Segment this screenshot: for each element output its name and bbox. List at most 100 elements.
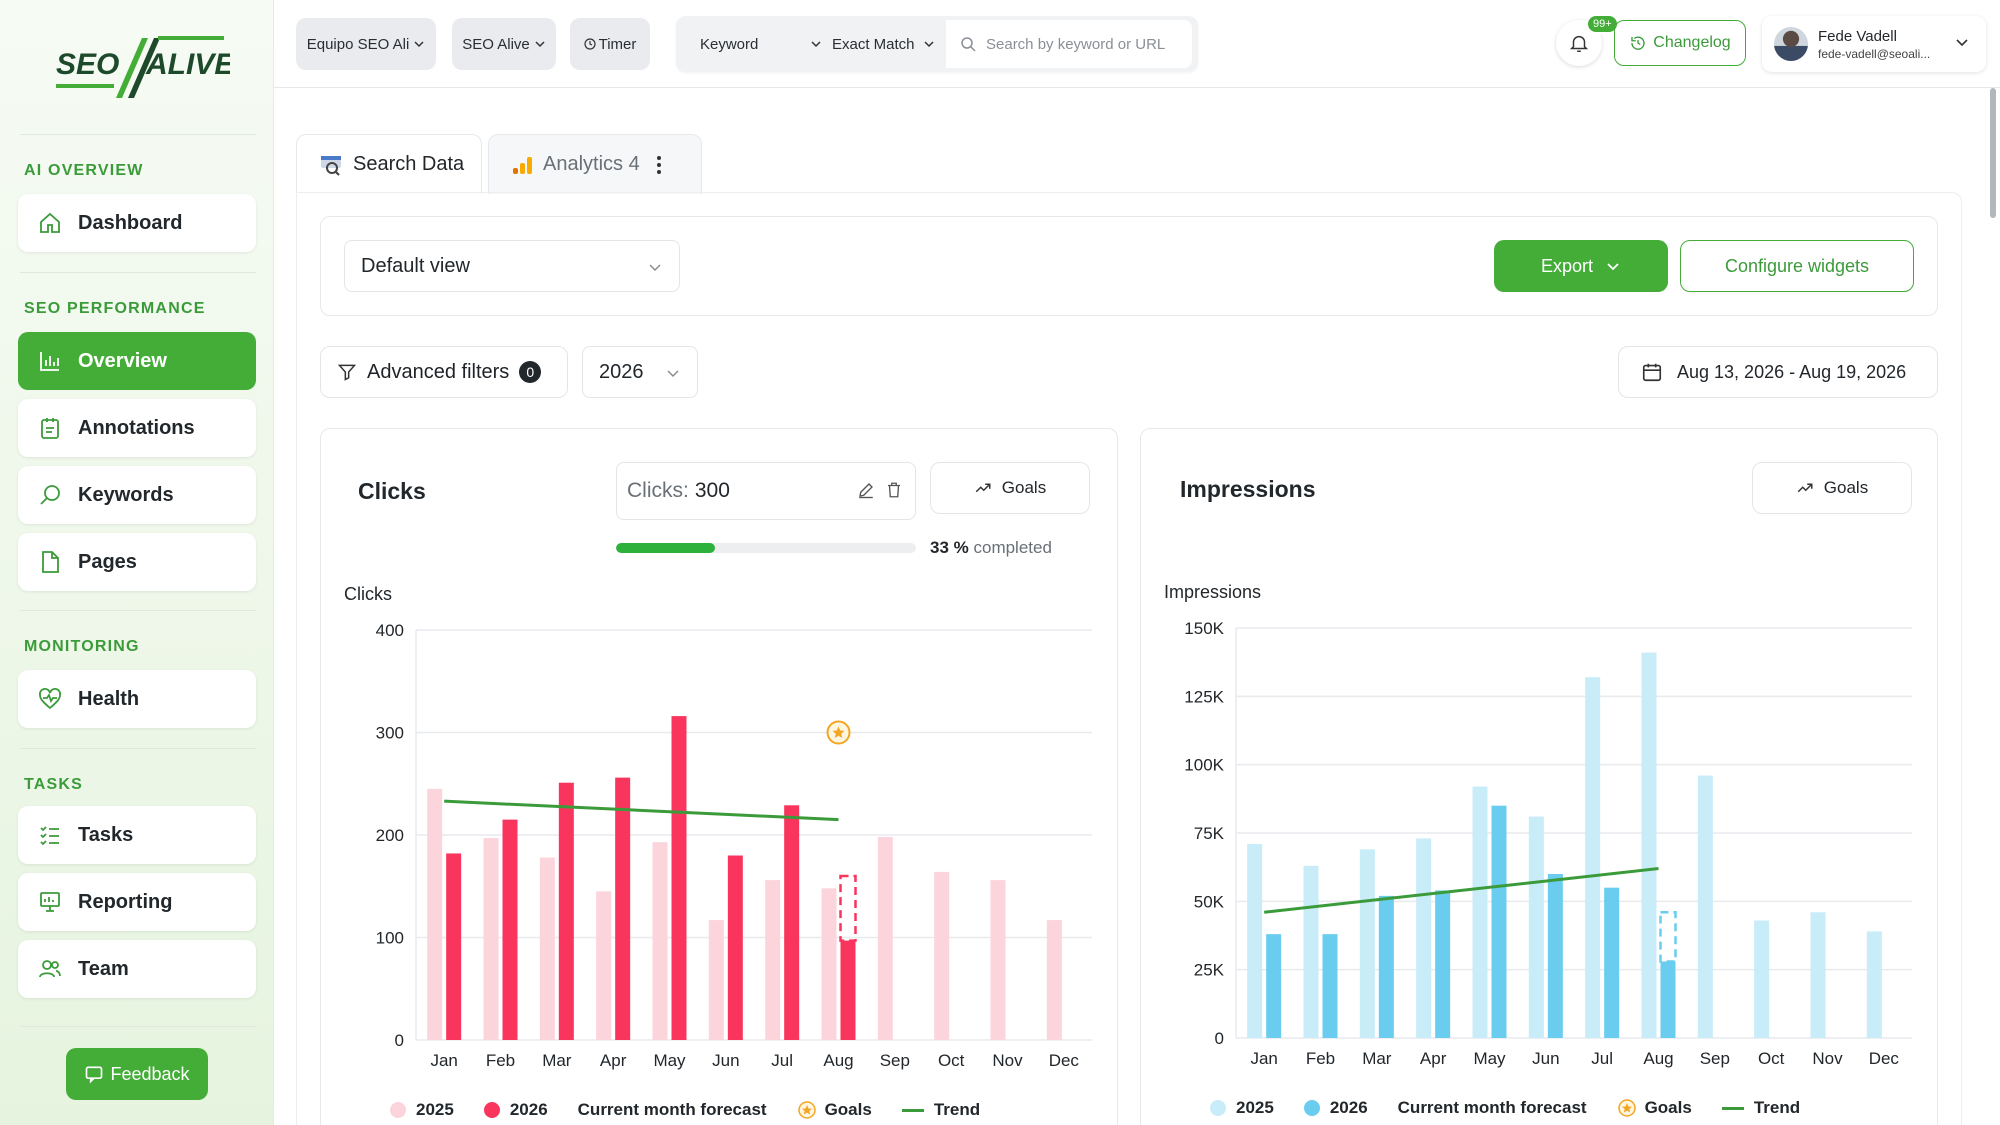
search-group: Keyword Exact Match [676, 16, 1198, 72]
bar-chart-icon [36, 347, 64, 375]
x-tick-label: Aug [823, 1051, 853, 1070]
legend-label: Current month forecast [577, 1100, 767, 1119]
changelog-button[interactable]: Changelog [1614, 20, 1746, 66]
view-select-value: Default view [361, 254, 470, 277]
sidebar-item-keywords[interactable]: Keywords [18, 466, 256, 524]
bar-2025 [1472, 786, 1488, 1038]
advanced-filters-button[interactable]: Advanced filters 0 [320, 346, 568, 398]
users-icon [36, 955, 64, 983]
year-select[interactable]: 2026 [582, 346, 698, 398]
export-button[interactable]: Export [1494, 240, 1668, 292]
bar-2026 [784, 805, 800, 1040]
sidebar-item-label: Team [78, 957, 129, 980]
bar-2026 [1322, 934, 1338, 1038]
clock-icon [584, 38, 596, 50]
goals-label: Goals [1823, 478, 1869, 497]
impressions-goals-button[interactable]: Goals [1752, 462, 1912, 514]
message-icon [86, 1066, 103, 1084]
trend-line [1264, 867, 1659, 914]
legend-label: 2025 [1236, 1098, 1274, 1117]
bar-2025 [1416, 838, 1432, 1038]
bar-2025 [934, 871, 950, 1040]
x-tick-label: May [653, 1051, 686, 1070]
more-vertical-icon[interactable] [656, 155, 662, 175]
x-tick-label: Oct [1758, 1049, 1785, 1068]
x-tick-label: Oct [938, 1051, 965, 1070]
timer-button[interactable]: Timer [570, 18, 650, 70]
project-select-value: SEO Alive [462, 35, 530, 53]
bar-2025 [1046, 920, 1062, 1040]
bar-2026 [502, 819, 518, 1040]
sidebar-item-dashboard[interactable]: Dashboard [18, 194, 256, 252]
x-tick-label: Apr [600, 1051, 627, 1070]
checklist-icon [36, 821, 64, 849]
search-input[interactable] [986, 35, 1186, 53]
bar-2026 [1547, 874, 1563, 1038]
y-tick-label: 75K [1194, 824, 1225, 843]
seo-alive-logo[interactable]: SEO ALIVE [50, 32, 230, 102]
goal-star [832, 726, 845, 738]
legend-label: Current month forecast [1397, 1098, 1587, 1117]
project-select[interactable]: SEO Alive [452, 18, 556, 70]
bar-2025 [1528, 816, 1544, 1038]
legend-label: 2025 [416, 1100, 454, 1119]
sidebar-item-health[interactable]: Health [18, 670, 256, 728]
edit-icon[interactable] [857, 481, 875, 499]
bar-2025 [1585, 677, 1601, 1038]
tab-analytics-4[interactable]: Analytics 4 [488, 134, 702, 194]
trending-up-icon [1797, 483, 1813, 493]
sidebar-item-reporting[interactable]: Reporting [18, 873, 256, 931]
heart-pulse-icon [36, 685, 64, 713]
chevron-down-icon [811, 41, 821, 48]
legend-item-forecast: Current month forecast [1398, 1098, 1587, 1118]
clicks-goals-button[interactable]: Goals [930, 462, 1090, 514]
sidebar-item-team[interactable]: Team [18, 940, 256, 998]
sidebar-item-label: Pages [78, 550, 137, 573]
search-field [946, 20, 1192, 68]
goals-label: Goals [1001, 478, 1047, 497]
filter-icon [337, 364, 357, 381]
legend-label: 2026 [509, 1100, 548, 1119]
x-tick-label: Jul [1591, 1049, 1613, 1068]
sidebar-item-tasks[interactable]: Tasks [18, 806, 256, 864]
bar-2026 [615, 777, 631, 1040]
presentation-icon [36, 888, 64, 916]
y-tick-label: 400 [376, 621, 404, 640]
legend-item-2025: 2025 [1210, 1098, 1274, 1118]
impressions-legend: 2025 2026 Current month forecast Goals T… [1210, 1098, 1830, 1118]
sidebar-item-annotations[interactable]: Annotations [18, 399, 256, 457]
sidebar-item-pages[interactable]: Pages [18, 533, 256, 591]
bar-2025 [483, 838, 499, 1040]
user-menu[interactable]: Fede Vadell fede-vadell@seoali... [1762, 16, 1986, 72]
bar-2025 [1641, 652, 1657, 1038]
feedback-button[interactable]: Feedback [66, 1048, 208, 1100]
clicks-chart: Clicks 0 100 200 300 400 Jan Feb Mar Apr May Jun Jul… [344, 584, 1092, 1070]
date-range-picker[interactable]: Aug 13, 2026 - Aug 19, 2026 [1618, 346, 1938, 398]
bar-2025 [1303, 865, 1319, 1038]
team-select[interactable]: Equipo SEO Ali [296, 18, 436, 70]
chevron-down-icon [1956, 39, 1968, 47]
bar-2026 [727, 855, 743, 1040]
goal-progress-bar [616, 543, 916, 553]
forecast-bar [839, 874, 857, 942]
search-type-value: Keyword [700, 35, 759, 53]
notifications-badge: 99+ [1586, 14, 1619, 34]
scrollbar-thumb[interactable] [1990, 88, 1996, 218]
chevron-down-icon [414, 41, 424, 48]
view-select[interactable]: Default view [344, 240, 680, 292]
bar-2026 [1435, 890, 1451, 1038]
sidebar-item-overview[interactable]: Overview [18, 332, 256, 390]
clicks-goal-field[interactable]: Clicks: 300 [616, 462, 916, 520]
tab-search-data[interactable]: Search Data [296, 134, 482, 194]
user-name: Fede Vadell [1818, 27, 1897, 45]
search-type-select[interactable]: Keyword [686, 20, 876, 68]
match-type-select[interactable]: Exact Match [810, 20, 940, 68]
sidebar-item-label: Keywords [78, 483, 174, 506]
trending-up-icon [975, 483, 991, 493]
configure-widgets-button[interactable]: Configure widgets [1680, 240, 1914, 292]
trash-icon[interactable] [885, 481, 903, 499]
history-icon [1631, 36, 1645, 50]
section-label-monitoring: MONITORING [24, 638, 140, 655]
y-tick-label: 0 [1215, 1029, 1224, 1048]
clicks-widget-title: Clicks [358, 478, 426, 504]
